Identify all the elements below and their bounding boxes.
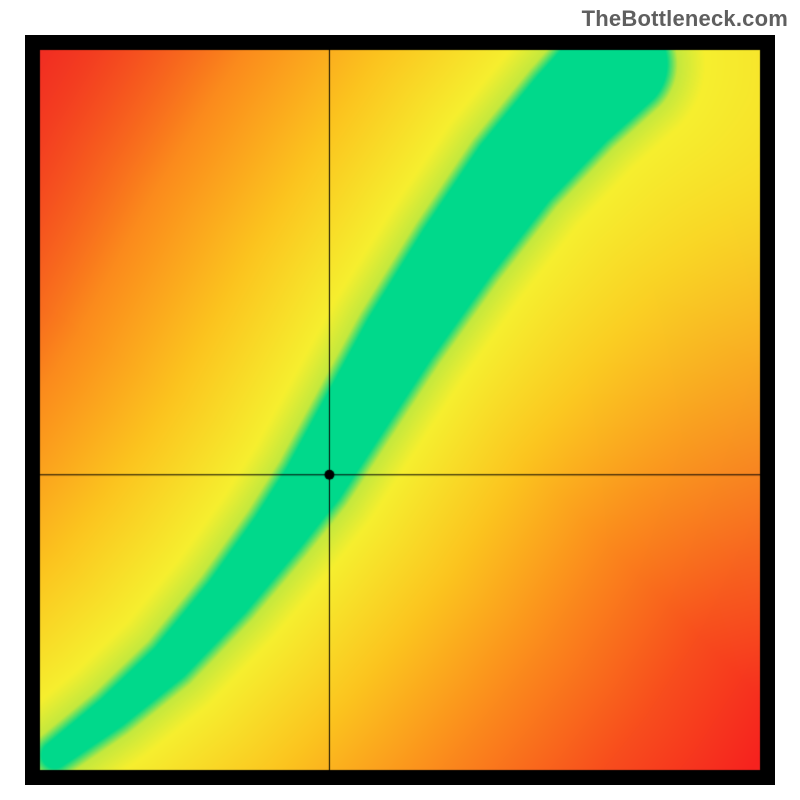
bottleneck-heatmap-container: TheBottleneck.com bbox=[0, 0, 800, 800]
heatmap-canvas bbox=[25, 35, 775, 785]
heatmap-plot bbox=[25, 35, 775, 785]
attribution-label: TheBottleneck.com bbox=[582, 6, 788, 32]
